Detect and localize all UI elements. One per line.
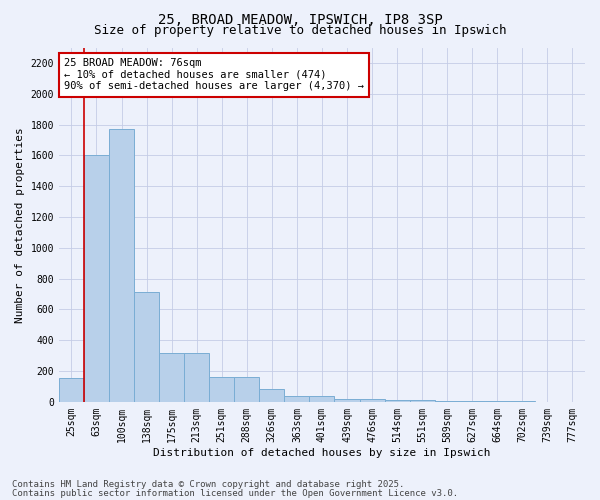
Bar <box>134 292 159 402</box>
Y-axis label: Number of detached properties: Number of detached properties <box>15 127 25 322</box>
Bar <box>359 399 385 402</box>
Bar <box>310 396 334 402</box>
Bar <box>334 399 359 402</box>
Bar <box>410 400 434 402</box>
Bar <box>159 354 184 402</box>
Bar <box>84 156 109 402</box>
Text: 25 BROAD MEADOW: 76sqm
← 10% of detached houses are smaller (474)
90% of semi-de: 25 BROAD MEADOW: 76sqm ← 10% of detached… <box>64 58 364 92</box>
Bar <box>209 377 234 402</box>
Bar <box>284 396 310 402</box>
Text: Contains HM Land Registry data © Crown copyright and database right 2025.: Contains HM Land Registry data © Crown c… <box>12 480 404 489</box>
Text: 25, BROAD MEADOW, IPSWICH, IP8 3SP: 25, BROAD MEADOW, IPSWICH, IP8 3SP <box>158 12 442 26</box>
Bar <box>434 401 460 402</box>
Bar <box>460 401 485 402</box>
Bar <box>109 129 134 402</box>
Text: Size of property relative to detached houses in Ipswich: Size of property relative to detached ho… <box>94 24 506 37</box>
Bar <box>184 354 209 402</box>
Bar <box>234 377 259 402</box>
Text: Contains public sector information licensed under the Open Government Licence v3: Contains public sector information licen… <box>12 488 458 498</box>
Bar <box>259 388 284 402</box>
Bar <box>385 400 410 402</box>
X-axis label: Distribution of detached houses by size in Ipswich: Distribution of detached houses by size … <box>153 448 491 458</box>
Bar <box>59 378 84 402</box>
